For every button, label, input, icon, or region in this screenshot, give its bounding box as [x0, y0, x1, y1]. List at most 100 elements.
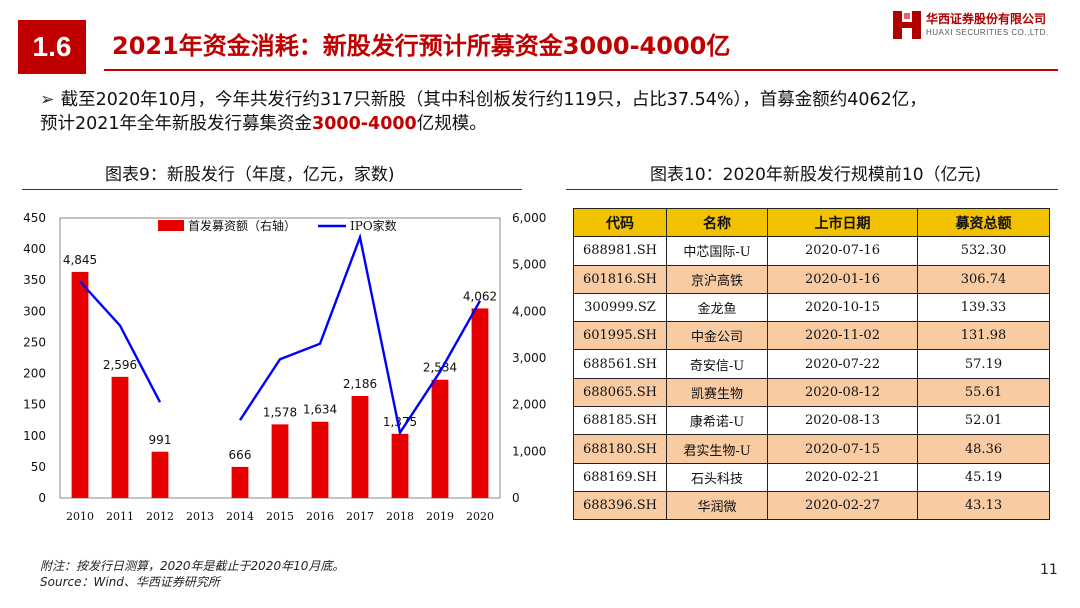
cell-amount: 306.74 — [917, 264, 1050, 294]
cell-name: 君实生物-U — [666, 434, 768, 464]
cell-name: 康希诺-U — [666, 406, 768, 436]
cell-name: 金龙鱼 — [666, 292, 768, 323]
table-row: 601816.SH 京沪高铁 2020-01-16 306.74 — [573, 264, 1050, 294]
cell-date: 2020-11-02 — [767, 321, 918, 351]
cell-name: 华润微 — [666, 490, 768, 521]
x-axis-tick-label: 2011 — [106, 510, 134, 523]
bar — [351, 395, 369, 498]
left-axis-tick-label: 200 — [23, 367, 46, 381]
cell-code: 688065.SH — [573, 377, 667, 408]
cell-code: 688981.SH — [573, 236, 667, 266]
left-axis-tick-label: 250 — [23, 335, 46, 349]
summary-line-2-pre: 预计2021年全年新股发行募集资金 — [40, 114, 313, 134]
left-axis-tick-label: 350 — [23, 273, 46, 287]
bar-data-label: 991 — [149, 433, 172, 447]
right-axis-tick-label: 4,000 — [512, 304, 546, 318]
logo-english-name: HUAXI SECURITIES CO.,LTD. — [926, 28, 1049, 37]
table-caption-rule — [566, 189, 1058, 190]
header-code: 代码 — [573, 207, 667, 238]
legend-bar-label: 首发募资额（右轴） — [188, 218, 296, 233]
left-axis-tick-label: 50 — [31, 460, 46, 474]
bar-data-label: 1,578 — [263, 405, 297, 419]
bar — [431, 379, 449, 498]
bar-data-label: 1,634 — [303, 403, 337, 417]
cell-date: 2020-08-13 — [767, 406, 918, 436]
cell-date: 2020-10-15 — [767, 292, 918, 323]
left-axis-tick-label: 450 — [23, 211, 46, 225]
bar-data-label: 666 — [229, 448, 252, 462]
cell-amount: 48.36 — [917, 434, 1050, 464]
cell-date: 2020-07-15 — [767, 434, 918, 464]
cell-date: 2020-02-21 — [767, 462, 918, 492]
table-row: 688065.SH 凯赛生物 2020-08-12 55.61 — [573, 377, 1050, 408]
title-divider — [104, 69, 1058, 71]
footnote-note: 附注：按发行日测算，2020年是截止于2020年10月底。 — [40, 559, 345, 573]
bar — [111, 376, 129, 498]
cell-date: 2020-07-22 — [767, 349, 918, 379]
cell-amount: 45.19 — [917, 462, 1050, 492]
table-row: 688981.SH 中芯国际-U 2020-07-16 532.30 — [573, 236, 1050, 266]
summary-paragraph: ➢ 截至2020年10月，今年共发行约317只新股（其中科创板发行约119只，占比… — [40, 88, 1060, 136]
cell-code: 688185.SH — [573, 406, 667, 436]
table-row: 688180.SH 君实生物-U 2020-07-15 48.36 — [573, 434, 1050, 464]
table-row: 688169.SH 石头科技 2020-02-21 45.19 — [573, 462, 1050, 492]
table-row: 300999.SZ 金龙鱼 2020-10-15 139.33 — [573, 292, 1050, 323]
page-title: 2021年资金消耗：新股发行预计所募资金3000-4000亿 — [112, 32, 731, 60]
left-axis-tick-label: 0 — [38, 491, 46, 505]
x-axis-tick-label: 2010 — [66, 510, 94, 523]
left-axis-tick-label: 300 — [23, 304, 46, 318]
x-axis-tick-label: 2014 — [226, 510, 254, 523]
section-number-badge: 1.6 — [18, 20, 86, 74]
bar — [271, 424, 289, 498]
company-logo: 华西证券股份有限公司 HUAXI SECURITIES CO.,LTD. — [892, 8, 1072, 42]
bar — [71, 271, 89, 498]
cell-name: 中芯国际-U — [666, 236, 768, 266]
arrow-bullet-icon: ➢ — [40, 90, 55, 110]
left-axis-tick-label: 150 — [23, 398, 46, 412]
bar-data-label: 4,062 — [463, 289, 497, 303]
cell-code: 601995.SH — [573, 321, 667, 351]
table-header-row: 代码 名称 上市日期 募资总额 — [573, 207, 1050, 238]
top10-ipo-table: 代码 名称 上市日期 募资总额 688981.SH 中芯国际-U 2020-07-1… — [573, 207, 1050, 521]
cell-code: 688561.SH — [573, 349, 667, 379]
huaxi-logo-icon — [893, 11, 921, 39]
footnote: 附注：按发行日测算，2020年是截止于2020年10月底。 Source：Win… — [40, 558, 344, 590]
cell-date: 2020-07-16 — [767, 236, 918, 266]
cell-code: 688169.SH — [573, 462, 667, 492]
summary-line-2-post: 亿规模。 — [416, 114, 487, 134]
cell-amount: 139.33 — [917, 292, 1050, 323]
cell-date: 2020-02-27 — [767, 490, 918, 521]
table-row: 688185.SH 康希诺-U 2020-08-13 52.01 — [573, 406, 1050, 436]
x-axis-tick-label: 2017 — [346, 510, 374, 523]
cell-name: 奇安信-U — [666, 349, 768, 379]
cell-date: 2020-01-16 — [767, 264, 918, 294]
cell-code: 601816.SH — [573, 264, 667, 294]
bar — [151, 451, 169, 498]
left-axis-tick-label: 400 — [23, 242, 46, 256]
x-axis-tick-label: 2019 — [426, 510, 454, 523]
right-axis-tick-label: 1,000 — [512, 444, 546, 458]
page-number: 11 — [1040, 562, 1058, 578]
bar — [231, 466, 249, 498]
right-axis-tick-label: 0 — [512, 491, 520, 505]
x-axis-tick-label: 2015 — [266, 510, 294, 523]
chart-caption: 图表9：新股发行（年度，亿元，家数) — [105, 165, 395, 185]
x-axis-tick-label: 2016 — [306, 510, 334, 523]
cell-code: 688180.SH — [573, 434, 667, 464]
x-axis-tick-label: 2012 — [146, 510, 174, 523]
cell-code: 688396.SH — [573, 490, 667, 521]
bar-data-label: 2,596 — [103, 358, 137, 372]
summary-highlight-range: 3000-4000 — [312, 114, 417, 134]
bar — [391, 433, 409, 498]
cell-amount: 43.13 — [917, 490, 1050, 521]
cell-amount: 131.98 — [917, 321, 1050, 351]
table-row: 688561.SH 奇安信-U 2020-07-22 57.19 — [573, 349, 1050, 379]
cell-amount: 532.30 — [917, 236, 1050, 266]
right-axis-tick-label: 5,000 — [512, 258, 546, 272]
cell-amount: 52.01 — [917, 406, 1050, 436]
chart-caption-rule — [22, 189, 522, 190]
bar-data-label: 2,534 — [423, 361, 457, 375]
cell-amount: 57.19 — [917, 349, 1050, 379]
x-axis-tick-label: 2020 — [466, 510, 494, 523]
cell-name: 凯赛生物 — [666, 377, 768, 408]
